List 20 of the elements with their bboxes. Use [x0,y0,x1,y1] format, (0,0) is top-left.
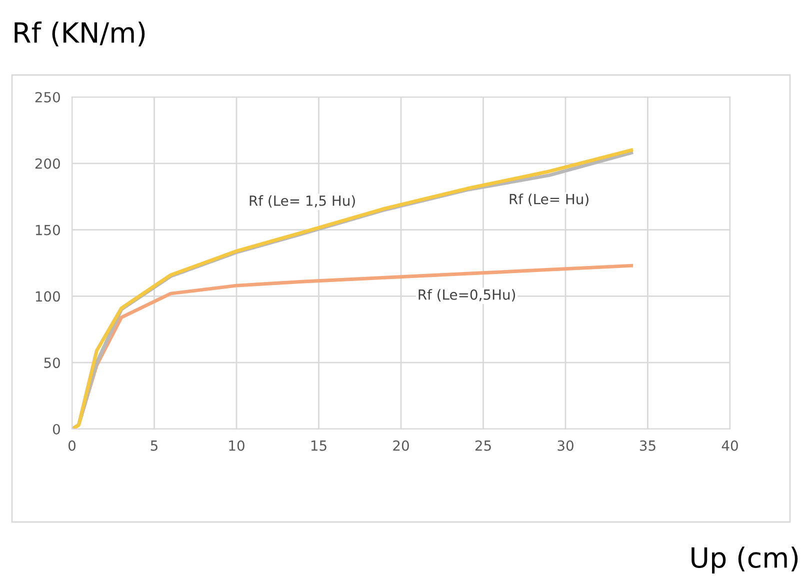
y-tick-label: 100 [36,291,60,302]
y-tick-label: 150 [36,224,60,236]
x-tick-label: 5 [150,440,158,451]
x-tick-label: 40 [722,440,738,451]
y-tick-label: 200 [35,158,60,169]
x-tick-label: 30 [558,440,574,451]
x-tick-label: 35 [640,440,656,451]
x-tick-label: 15 [311,440,326,451]
y-tick-label: 250 [35,92,60,102]
series-label: Rf (Le=0,5Hu) [418,289,516,302]
series-label: Rf (Le= Hu) [510,194,588,206]
chart-title: Rf (KN/m) [14,22,145,46]
series-label: Rf (Le= 1,5 Hu) [250,195,355,208]
x-tick-label: 0 [68,440,76,451]
y-tick-label: 0 [52,424,60,434]
x-tick-label: 20 [393,440,409,451]
x-tick-label: 10 [229,440,244,451]
y-tick-label: 50 [44,358,60,368]
x-tick-label: 25 [475,440,491,451]
x-axis-title: Up (cm) [692,546,798,574]
